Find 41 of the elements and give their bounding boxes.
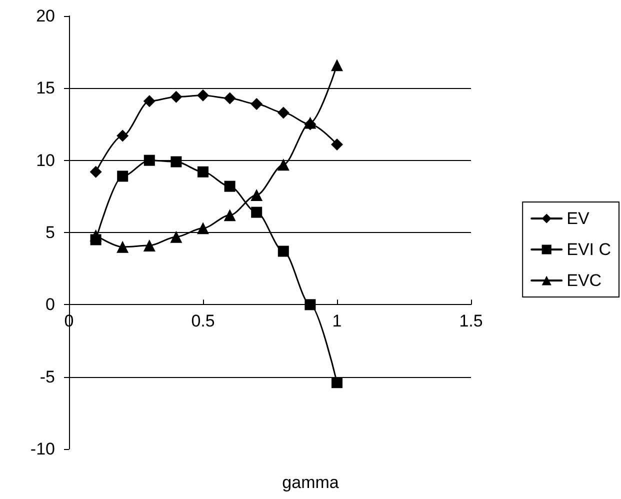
point <box>331 59 343 72</box>
point <box>198 166 208 178</box>
point <box>250 98 263 110</box>
point <box>116 130 129 142</box>
x-tick-label: 1 <box>332 312 342 331</box>
point <box>250 188 263 201</box>
y-tick-label: 15 <box>36 78 55 98</box>
point <box>197 89 209 102</box>
point <box>331 138 343 150</box>
point <box>143 239 156 252</box>
point <box>251 206 262 218</box>
legend-label: EVC <box>566 271 602 290</box>
point <box>90 229 102 242</box>
point <box>144 154 155 166</box>
x-tick-label: 1.5 <box>459 312 483 331</box>
point <box>224 209 236 222</box>
point <box>332 377 342 388</box>
y-tick-label: -10 <box>30 440 55 458</box>
point <box>117 170 128 182</box>
point <box>197 222 209 234</box>
y-tick-label: 0 <box>46 295 55 314</box>
point <box>170 230 182 243</box>
y-tick-label: 10 <box>36 150 55 170</box>
x-axis-title: gamma <box>282 473 340 492</box>
y-tick-label: -5 <box>40 367 55 386</box>
y-tick-label: 5 <box>46 223 55 242</box>
point <box>170 156 182 168</box>
legend-label: EV <box>566 209 590 228</box>
point <box>90 166 102 178</box>
point <box>277 158 290 171</box>
point <box>224 92 236 104</box>
y-tick-label: 20 <box>36 6 55 26</box>
point <box>116 240 129 253</box>
x-tick-label: 0.5 <box>191 312 215 331</box>
point <box>224 180 236 192</box>
point <box>277 106 290 119</box>
point <box>170 90 182 103</box>
point <box>304 299 316 310</box>
point <box>143 95 156 108</box>
legend-label: EVI C <box>566 240 612 259</box>
point <box>278 246 289 257</box>
